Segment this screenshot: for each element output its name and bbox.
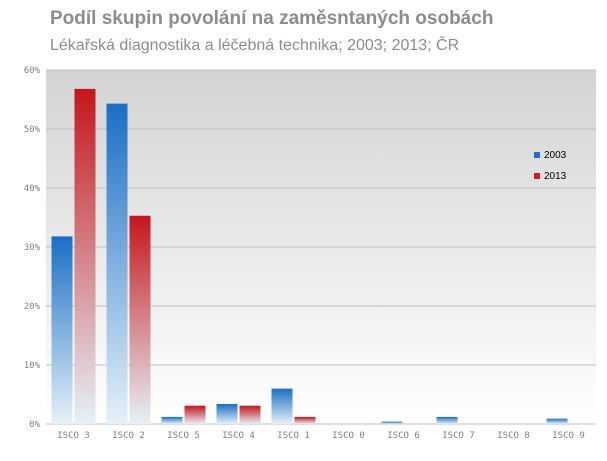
x-tick-label: ISCO 4 [222,431,255,441]
y-tick-label: 40% [24,184,41,194]
chart-title: Podíl skupin povolání na zaměsntaných os… [50,8,494,29]
bar-2013-isco-5 [184,405,206,424]
bar-2013-isco-3 [74,88,96,424]
chart-subtitle: Lékařská diagnostika a léčebná technika;… [50,37,460,54]
legend-swatch-2013 [534,173,540,179]
x-tick-label: ISCO 2 [112,431,145,441]
y-tick-label: 0% [29,420,40,430]
x-tick-label: ISCO 5 [167,431,200,441]
bar-2003-isco-9 [546,418,568,424]
x-tick-label: ISCO 3 [57,431,90,441]
y-tick-label: 10% [24,361,41,371]
bar-2003-isco-1 [271,388,293,424]
y-tick-label: 20% [24,302,41,312]
bar-2003-isco-2 [106,103,128,424]
x-tick-label: ISCO 1 [277,431,310,441]
bar-2013-isco-4 [239,405,261,424]
legend-swatch-2003 [534,152,540,158]
legend: 2003 2013 [534,150,567,182]
x-tick-label: ISCO 7 [442,431,475,441]
y-tick-label: 50% [24,125,41,135]
bar-2003-isco-5 [161,416,183,424]
x-tick-label: ISCO 8 [497,431,530,441]
bar-2003-isco-7 [436,416,458,424]
bar-2003-isco-4 [216,403,238,424]
x-tick-label: ISCO 0 [332,431,365,441]
bar-2013-isco-2 [129,215,151,424]
bar-2003-isco-3 [51,236,73,424]
x-tick-label: ISCO 9 [552,431,585,441]
legend-label-2003: 2003 [544,150,567,161]
x-tick-label: ISCO 6 [387,431,420,441]
bar-2013-isco-1 [294,416,316,424]
y-tick-label: 60% [24,66,41,76]
x-axis-ticks: ISCO 3 ISCO 2 ISCO 5 ISCO 4 ISCO 1 ISCO 0 ISCO… [57,431,585,441]
legend-label-2013: 2013 [544,171,567,182]
y-tick-label: 30% [24,243,41,253]
y-axis-ticks: 0% 10% 20% 30% 40% 50% 60% [24,66,41,430]
bars [51,88,568,424]
bar-2003-isco-6 [381,421,403,424]
